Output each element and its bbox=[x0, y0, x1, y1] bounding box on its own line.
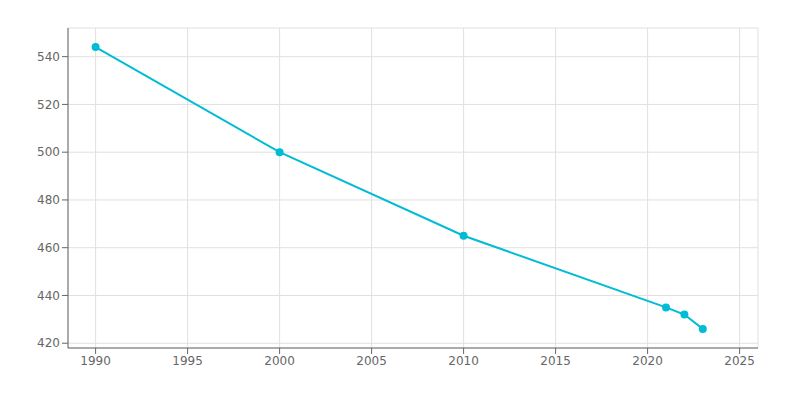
svg-text:2015: 2015 bbox=[540, 354, 571, 368]
svg-text:440: 440 bbox=[37, 289, 60, 303]
svg-text:520: 520 bbox=[37, 98, 60, 112]
svg-text:1990: 1990 bbox=[80, 354, 111, 368]
svg-text:460: 460 bbox=[37, 241, 60, 255]
svg-text:2000: 2000 bbox=[264, 354, 295, 368]
svg-text:2010: 2010 bbox=[448, 354, 479, 368]
svg-text:2020: 2020 bbox=[632, 354, 663, 368]
svg-text:420: 420 bbox=[37, 336, 60, 350]
svg-text:2005: 2005 bbox=[356, 354, 387, 368]
svg-text:500: 500 bbox=[37, 145, 60, 159]
svg-text:540: 540 bbox=[37, 50, 60, 64]
svg-text:1995: 1995 bbox=[172, 354, 203, 368]
svg-text:480: 480 bbox=[37, 193, 60, 207]
svg-text:2025: 2025 bbox=[724, 354, 755, 368]
